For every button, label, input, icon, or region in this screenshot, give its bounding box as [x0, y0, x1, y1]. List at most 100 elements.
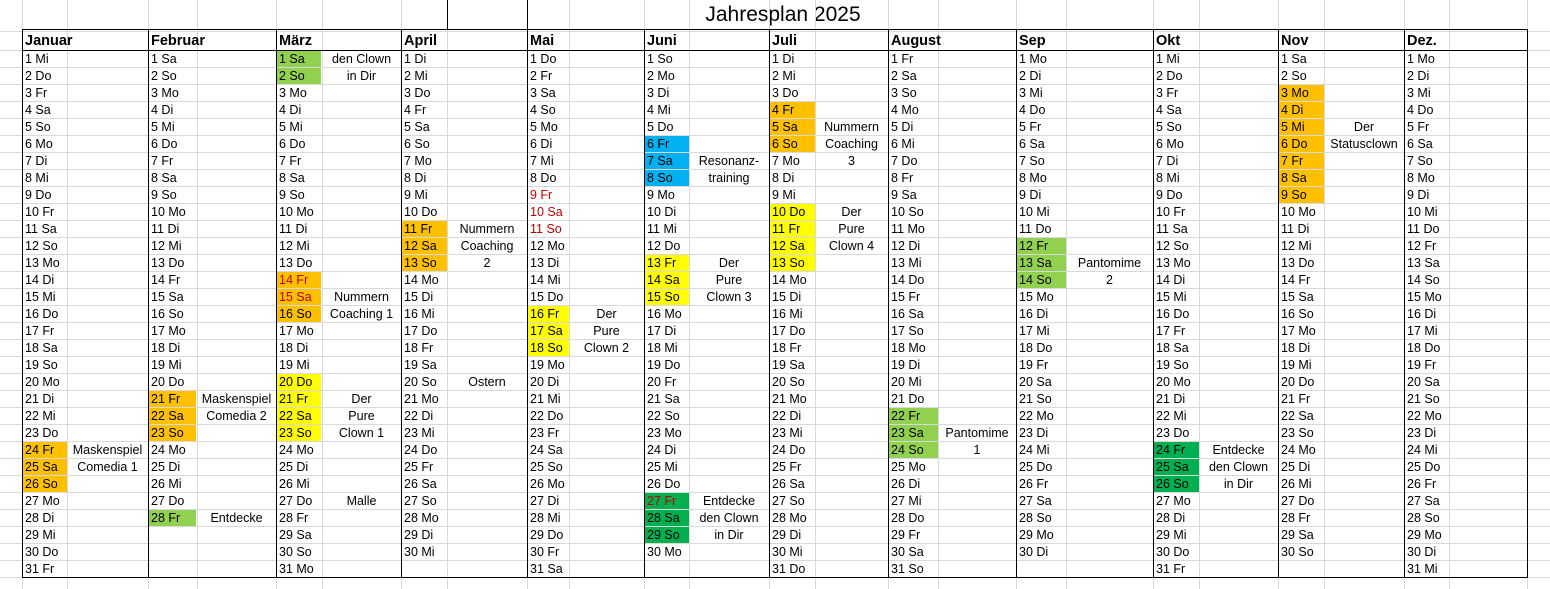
day-cell[interactable]: 2 So [151, 69, 177, 83]
day-cell[interactable]: 8 Sa [1281, 171, 1307, 185]
day-cell[interactable]: 10 Mi [1407, 205, 1438, 219]
day-cell[interactable]: 19 Sa [772, 358, 805, 372]
day-cell[interactable]: 25 Di [279, 460, 309, 474]
day-cell[interactable]: 5 Do [647, 120, 674, 134]
day-cell[interactable]: 16 So [1281, 307, 1314, 321]
day-cell[interactable]: 16 Mi [404, 307, 435, 321]
day-cell[interactable]: 5 Mi [279, 120, 303, 134]
day-cell[interactable]: 16 Sa [891, 307, 924, 321]
day-cell[interactable]: 27 So [404, 494, 437, 508]
day-cell[interactable]: 7 So [1407, 154, 1433, 168]
day-cell[interactable]: 11 Fr [404, 222, 433, 236]
day-cell[interactable]: 8 Do [530, 171, 557, 185]
day-cell[interactable]: 20 Do [1281, 375, 1315, 389]
day-cell[interactable]: 23 Do [1156, 426, 1190, 440]
day-cell[interactable]: 4 So [530, 103, 556, 117]
day-cell[interactable]: 28 Fr [279, 511, 309, 525]
day-cell[interactable]: 1 So [647, 52, 673, 66]
day-cell[interactable]: 15 Mi [25, 290, 56, 304]
day-cell[interactable]: 5 Mo [530, 120, 558, 134]
day-cell[interactable]: 2 Fr [530, 69, 553, 83]
day-cell[interactable]: 13 So [772, 256, 805, 270]
day-cell[interactable]: 7 Do [891, 154, 918, 168]
day-cell[interactable]: 7 Di [1156, 154, 1179, 168]
day-cell[interactable]: 18 Mo [891, 341, 926, 355]
day-cell[interactable]: 8 Fr [891, 171, 914, 185]
day-cell[interactable]: 21 Fr [1281, 392, 1311, 406]
day-cell[interactable]: 5 Di [891, 120, 914, 134]
day-cell[interactable]: 10 Mo [279, 205, 314, 219]
day-cell[interactable]: 26 Fr [1019, 477, 1049, 491]
day-cell[interactable]: 10 Mo [151, 205, 186, 219]
day-cell[interactable]: 30 Sa [891, 545, 924, 559]
day-cell[interactable]: 9 Di [1407, 188, 1430, 202]
day-cell[interactable]: 11 Sa [1156, 222, 1188, 236]
day-cell[interactable]: 10 Di [647, 205, 677, 219]
day-cell[interactable]: 26 So [25, 477, 58, 491]
day-cell[interactable]: 17 Mo [1281, 324, 1316, 338]
day-cell[interactable]: 24 Di [647, 443, 677, 457]
day-cell[interactable]: 31 Mo [279, 562, 314, 576]
day-cell[interactable]: 18 Sa [1156, 341, 1189, 355]
day-cell[interactable]: 21 So [1407, 392, 1440, 406]
day-cell[interactable]: 25 Do [1019, 460, 1053, 474]
day-cell[interactable]: 29 Sa [279, 528, 312, 542]
day-cell[interactable]: 3 Mo [151, 86, 179, 100]
day-cell[interactable]: 4 Fr [772, 103, 795, 117]
day-cell[interactable]: 14 Mo [404, 273, 439, 287]
day-cell[interactable]: 25 Sa [1156, 460, 1189, 474]
day-cell[interactable]: 12 So [1156, 239, 1189, 253]
day-cell[interactable]: 24 So [891, 443, 924, 457]
day-cell[interactable]: 14 Di [1156, 273, 1186, 287]
day-cell[interactable]: 24 Do [404, 443, 438, 457]
day-cell[interactable]: 22 Sa [151, 409, 184, 423]
day-cell[interactable]: 8 Mo [1019, 171, 1047, 185]
day-cell[interactable]: 15 Fr [891, 290, 921, 304]
day-cell[interactable]: 13 Sa [1019, 256, 1052, 270]
day-cell[interactable]: 21 So [1019, 392, 1052, 406]
day-cell[interactable]: 11 Di [1281, 222, 1310, 236]
day-cell[interactable]: 17 Do [772, 324, 806, 338]
day-cell[interactable]: 16 Do [25, 307, 59, 321]
day-cell[interactable]: 26 Sa [772, 477, 805, 491]
day-cell[interactable]: 23 Mi [772, 426, 803, 440]
day-cell[interactable]: 6 Mo [25, 137, 53, 151]
day-cell[interactable]: 23 Di [1407, 426, 1437, 440]
day-cell[interactable]: 10 Mo [1281, 205, 1316, 219]
day-cell[interactable]: 3 Fr [1156, 86, 1179, 100]
day-cell[interactable]: 22 Sa [1281, 409, 1314, 423]
day-cell[interactable]: 5 Sa [404, 120, 430, 134]
day-cell[interactable]: 14 Sa [647, 273, 680, 287]
day-cell[interactable]: 30 So [279, 545, 312, 559]
day-cell[interactable]: 11 Do [1407, 222, 1440, 236]
day-cell[interactable]: 10 So [891, 205, 924, 219]
day-cell[interactable]: 1 Di [404, 52, 427, 66]
day-cell[interactable]: 11 Mi [647, 222, 677, 236]
day-cell[interactable]: 2 Mi [772, 69, 796, 83]
day-cell[interactable]: 24 Fr [1156, 443, 1186, 457]
day-cell[interactable]: 1 Fr [891, 52, 914, 66]
day-cell[interactable]: 21 Mo [772, 392, 807, 406]
day-cell[interactable]: 30 Mo [647, 545, 682, 559]
day-cell[interactable]: 17 Fr [1156, 324, 1186, 338]
day-cell[interactable]: 6 Sa [1407, 137, 1433, 151]
day-cell[interactable]: 13 Mo [25, 256, 60, 270]
day-cell[interactable]: 19 Fr [1019, 358, 1049, 372]
day-cell[interactable]: 20 Do [151, 375, 185, 389]
day-cell[interactable]: 6 Do [1281, 137, 1308, 151]
day-cell[interactable]: 24 Sa [530, 443, 563, 457]
day-cell[interactable]: 6 So [404, 137, 430, 151]
day-cell[interactable]: 27 Mo [25, 494, 60, 508]
day-cell[interactable]: 7 Sa [647, 154, 673, 168]
day-cell[interactable]: 22 Di [772, 409, 802, 423]
day-cell[interactable]: 7 Fr [1281, 154, 1304, 168]
day-cell[interactable]: 13 Sa [1407, 256, 1440, 270]
day-cell[interactable]: 5 Sa [772, 120, 798, 134]
day-cell[interactable]: 31 Mi [1407, 562, 1438, 576]
day-cell[interactable]: 18 So [530, 341, 563, 355]
day-cell[interactable]: 17 Sa [530, 324, 563, 338]
day-cell[interactable]: 12 Di [891, 239, 921, 253]
day-cell[interactable]: 28 Mo [404, 511, 439, 525]
day-cell[interactable]: 23 So [1281, 426, 1314, 440]
day-cell[interactable]: 6 Do [279, 137, 306, 151]
